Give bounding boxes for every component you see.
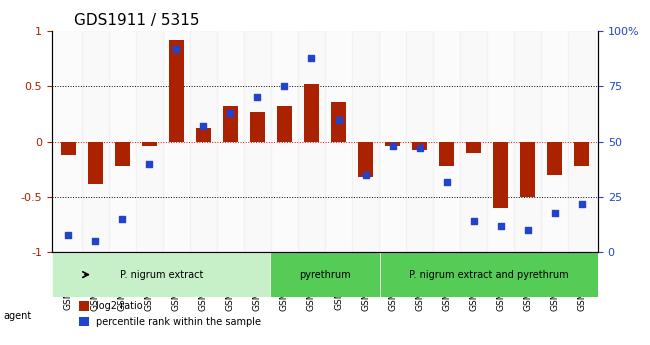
Bar: [488, 31, 514, 253]
Point: [280, 83, 290, 89]
Bar: [304, 84, 319, 142]
Bar: [244, 31, 271, 253]
Bar: [412, 142, 427, 149]
Bar: [466, 142, 481, 153]
Bar: [136, 31, 162, 253]
Text: percentile rank within the sample: percentile rank within the sample: [96, 317, 261, 327]
Point: [360, 172, 370, 178]
Bar: [568, 31, 595, 253]
Bar: [575, 142, 589, 166]
Point: [549, 210, 560, 215]
Point: [387, 144, 398, 149]
Bar: [162, 31, 190, 253]
Text: log2 ratio: log2 ratio: [96, 301, 142, 311]
Bar: [298, 31, 325, 253]
Bar: [223, 106, 238, 142]
Text: pyrethrum: pyrethrum: [299, 269, 351, 279]
Point: [523, 228, 533, 233]
Bar: [385, 142, 400, 146]
Bar: [55, 31, 82, 253]
Bar: [79, 317, 89, 326]
Bar: [406, 31, 433, 253]
Bar: [460, 31, 488, 253]
Bar: [250, 112, 265, 142]
Bar: [439, 142, 454, 166]
Point: [225, 110, 235, 116]
Point: [198, 124, 209, 129]
Bar: [277, 106, 292, 142]
Bar: [79, 302, 89, 311]
Bar: [433, 31, 460, 253]
Point: [577, 201, 587, 207]
Bar: [169, 40, 184, 142]
Bar: [217, 31, 244, 253]
Bar: [325, 31, 352, 253]
Text: GDS1911 / 5315: GDS1911 / 5315: [74, 13, 200, 29]
Point: [306, 55, 317, 60]
Bar: [331, 102, 346, 142]
Bar: [61, 142, 75, 155]
Bar: [352, 31, 379, 253]
Point: [117, 217, 127, 222]
Bar: [271, 31, 298, 253]
Bar: [109, 31, 136, 253]
Bar: [115, 142, 130, 166]
Point: [144, 161, 155, 167]
Bar: [520, 142, 535, 197]
Bar: [358, 142, 373, 177]
Text: P. nigrum extract and pyrethrum: P. nigrum extract and pyrethrum: [409, 269, 569, 279]
Bar: [82, 31, 109, 253]
Text: agent: agent: [3, 311, 31, 321]
Text: P. nigrum extract: P. nigrum extract: [120, 269, 203, 279]
Bar: [379, 31, 406, 253]
Point: [469, 219, 479, 224]
Point: [441, 179, 452, 184]
Bar: [88, 142, 103, 184]
Point: [415, 146, 425, 151]
Point: [495, 223, 506, 229]
Point: [90, 239, 101, 244]
Bar: [142, 142, 157, 146]
FancyBboxPatch shape: [380, 253, 598, 297]
Bar: [541, 31, 568, 253]
FancyBboxPatch shape: [270, 253, 380, 297]
Bar: [190, 31, 217, 253]
Point: [333, 117, 344, 122]
Point: [63, 232, 73, 237]
Point: [171, 46, 181, 51]
Bar: [493, 142, 508, 208]
Point: [252, 95, 263, 100]
Bar: [514, 31, 541, 253]
Bar: [196, 128, 211, 142]
FancyBboxPatch shape: [52, 253, 270, 297]
Bar: [547, 142, 562, 175]
